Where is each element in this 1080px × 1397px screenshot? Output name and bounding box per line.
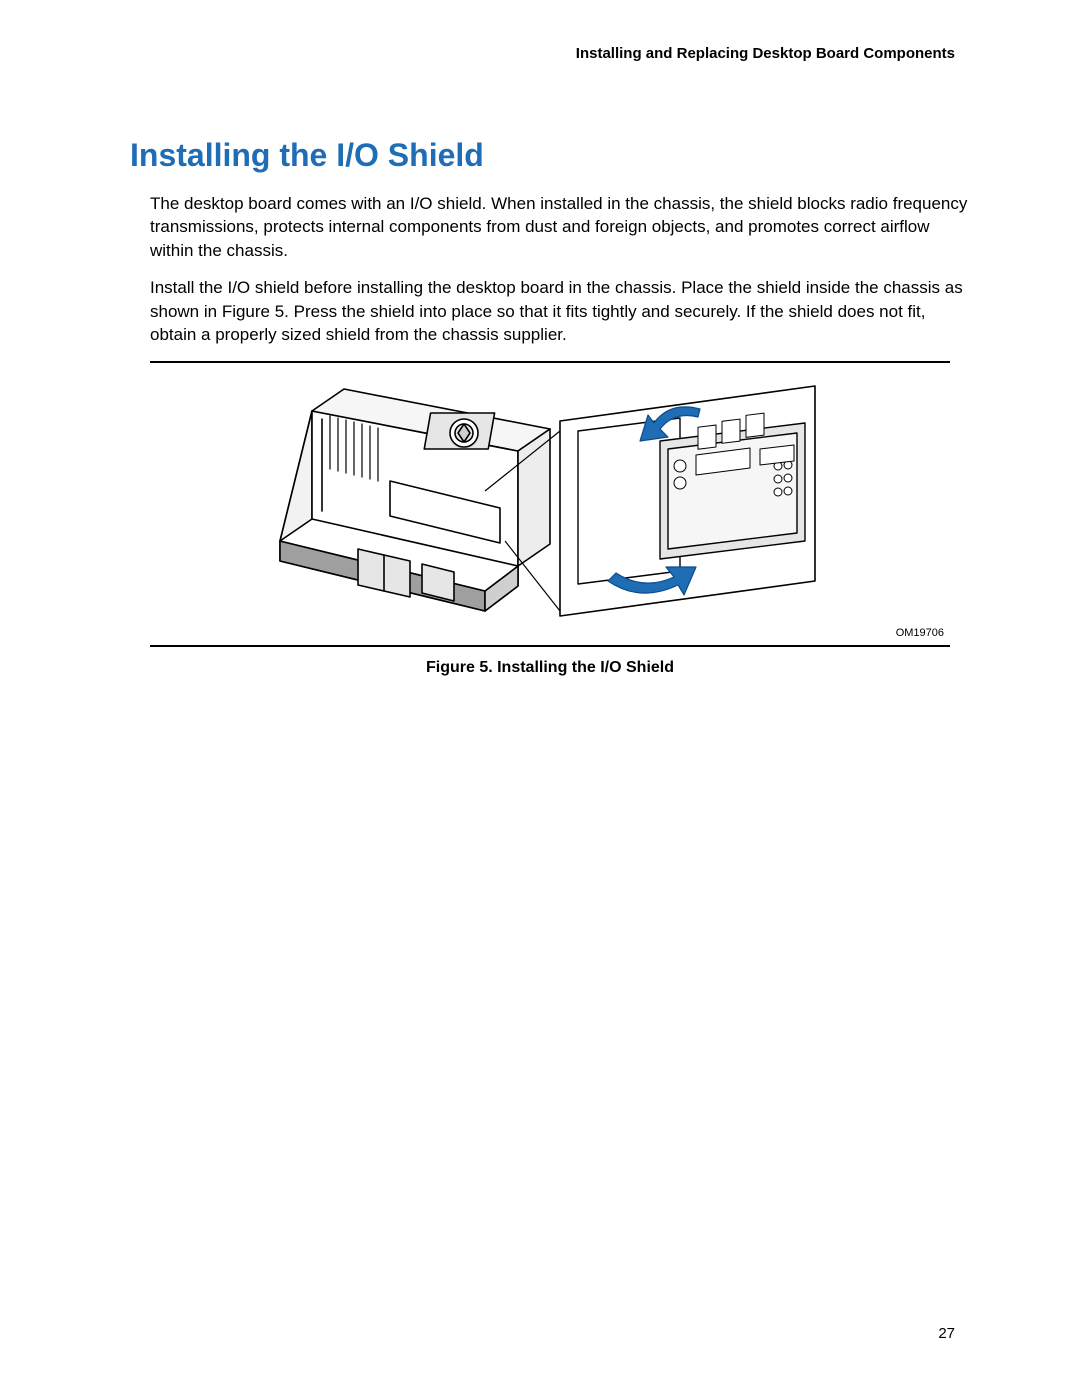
figure-id-label: OM19706 (896, 627, 944, 639)
figure-caption: Figure 5. Installing the I/O Shield (130, 659, 970, 677)
io-shield-diagram-icon (260, 371, 840, 641)
page: Installing and Replacing Desktop Board C… (0, 0, 1080, 737)
header-text: Installing and Replacing Desktop Board C… (576, 45, 955, 62)
paragraph-1: The desktop board comes with an I/O shie… (150, 192, 970, 262)
figure-container: OM19706 (150, 361, 950, 647)
figure-illustration (150, 371, 950, 641)
page-header: Installing and Replacing Desktop Board C… (130, 45, 955, 62)
section-title: Installing the I/O Shield (130, 137, 970, 174)
page-number: 27 (938, 1325, 955, 1342)
paragraph-2: Install the I/O shield before installing… (150, 276, 970, 346)
